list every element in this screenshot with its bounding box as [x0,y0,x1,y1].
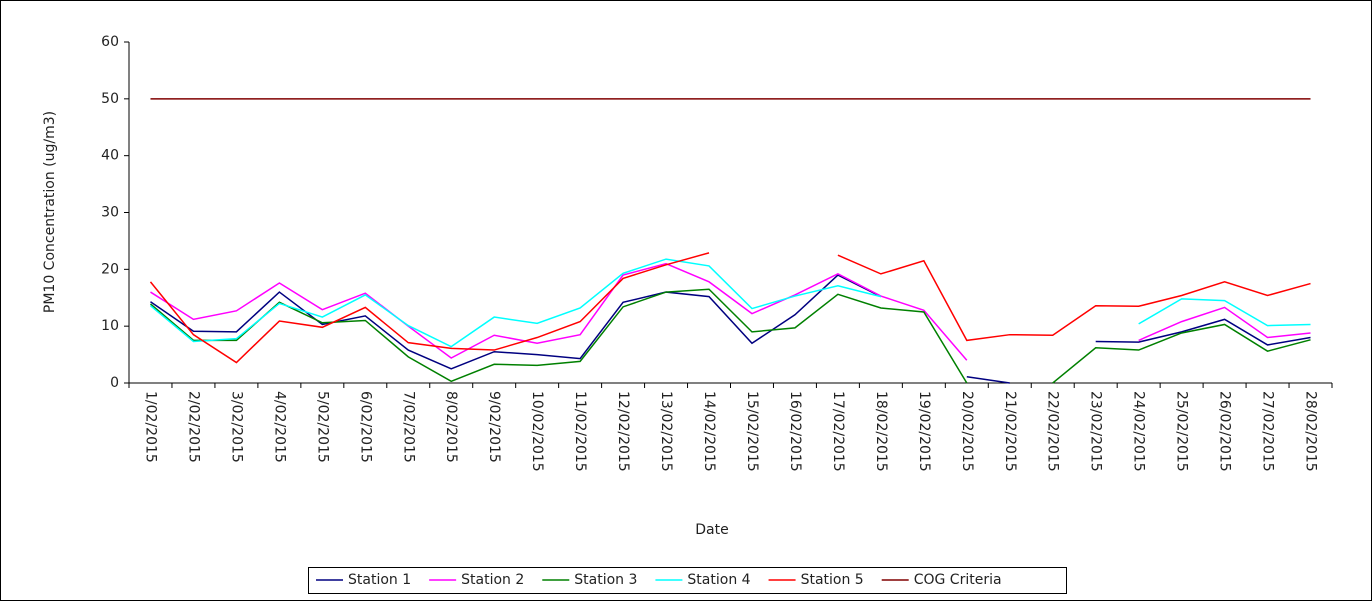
x-tick-label: 6/02/2015 [357,391,373,463]
x-tick-label: 14/02/2015 [701,391,717,472]
x-tick-label: 25/02/2015 [1174,391,1190,472]
y-tick-label: 20 [101,261,119,277]
x-tick-label: 27/02/2015 [1260,391,1276,472]
x-tick-label: 20/02/2015 [959,391,975,472]
x-tick-label: 8/02/2015 [443,391,459,463]
x-tick-label: 24/02/2015 [1131,391,1147,472]
legend-label: Station 5 [801,572,864,588]
x-tick-label: 15/02/2015 [744,391,760,472]
x-axis-label: Date [695,522,728,538]
x-tick-label: 17/02/2015 [830,391,846,472]
y-tick-label: 30 [101,205,119,221]
legend-label: Station 2 [461,572,524,588]
x-tick-label: 2/02/2015 [185,391,201,463]
series-line [150,274,1311,384]
y-axis-label: PM10 Concentration (ug/m3) [42,111,58,313]
y-tick-label: 0 [110,375,119,391]
series-line [149,252,1311,364]
series-line [149,258,1311,348]
x-tick-label: 28/02/2015 [1303,391,1319,472]
y-tick-label: 50 [101,91,119,107]
x-tick-label: 19/02/2015 [916,391,932,472]
x-tick-label: 4/02/2015 [271,391,287,463]
x-tick-label: 10/02/2015 [529,391,545,472]
x-tick-label: 16/02/2015 [787,391,803,472]
series-line [150,262,1311,361]
legend-label: Station 3 [574,572,637,588]
x-tick-label: 11/02/2015 [572,391,588,472]
y-tick-label: 40 [101,148,119,164]
x-tick-label: 21/02/2015 [1002,391,1018,472]
x-tick-label: 5/02/2015 [314,391,330,463]
x-tick-label: 26/02/2015 [1217,391,1233,472]
x-tick-label: 18/02/2015 [873,391,889,472]
x-tick-label: 23/02/2015 [1088,391,1104,472]
x-tick-label: 7/02/2015 [400,391,416,463]
x-tick-label: 9/02/2015 [486,391,502,463]
y-tick-label: 10 [101,318,119,334]
x-tick-label: 3/02/2015 [228,391,244,463]
legend-label: COG Criteria [914,572,1002,588]
x-tick-label: 12/02/2015 [615,391,631,472]
x-tick-label: 1/02/2015 [142,391,158,463]
legend-label: Station 4 [687,572,750,588]
x-tick-label: 22/02/2015 [1045,391,1061,472]
y-tick-label: 60 [101,34,119,50]
x-tick-label: 13/02/2015 [658,391,674,472]
legend-label: Station 1 [348,572,411,588]
